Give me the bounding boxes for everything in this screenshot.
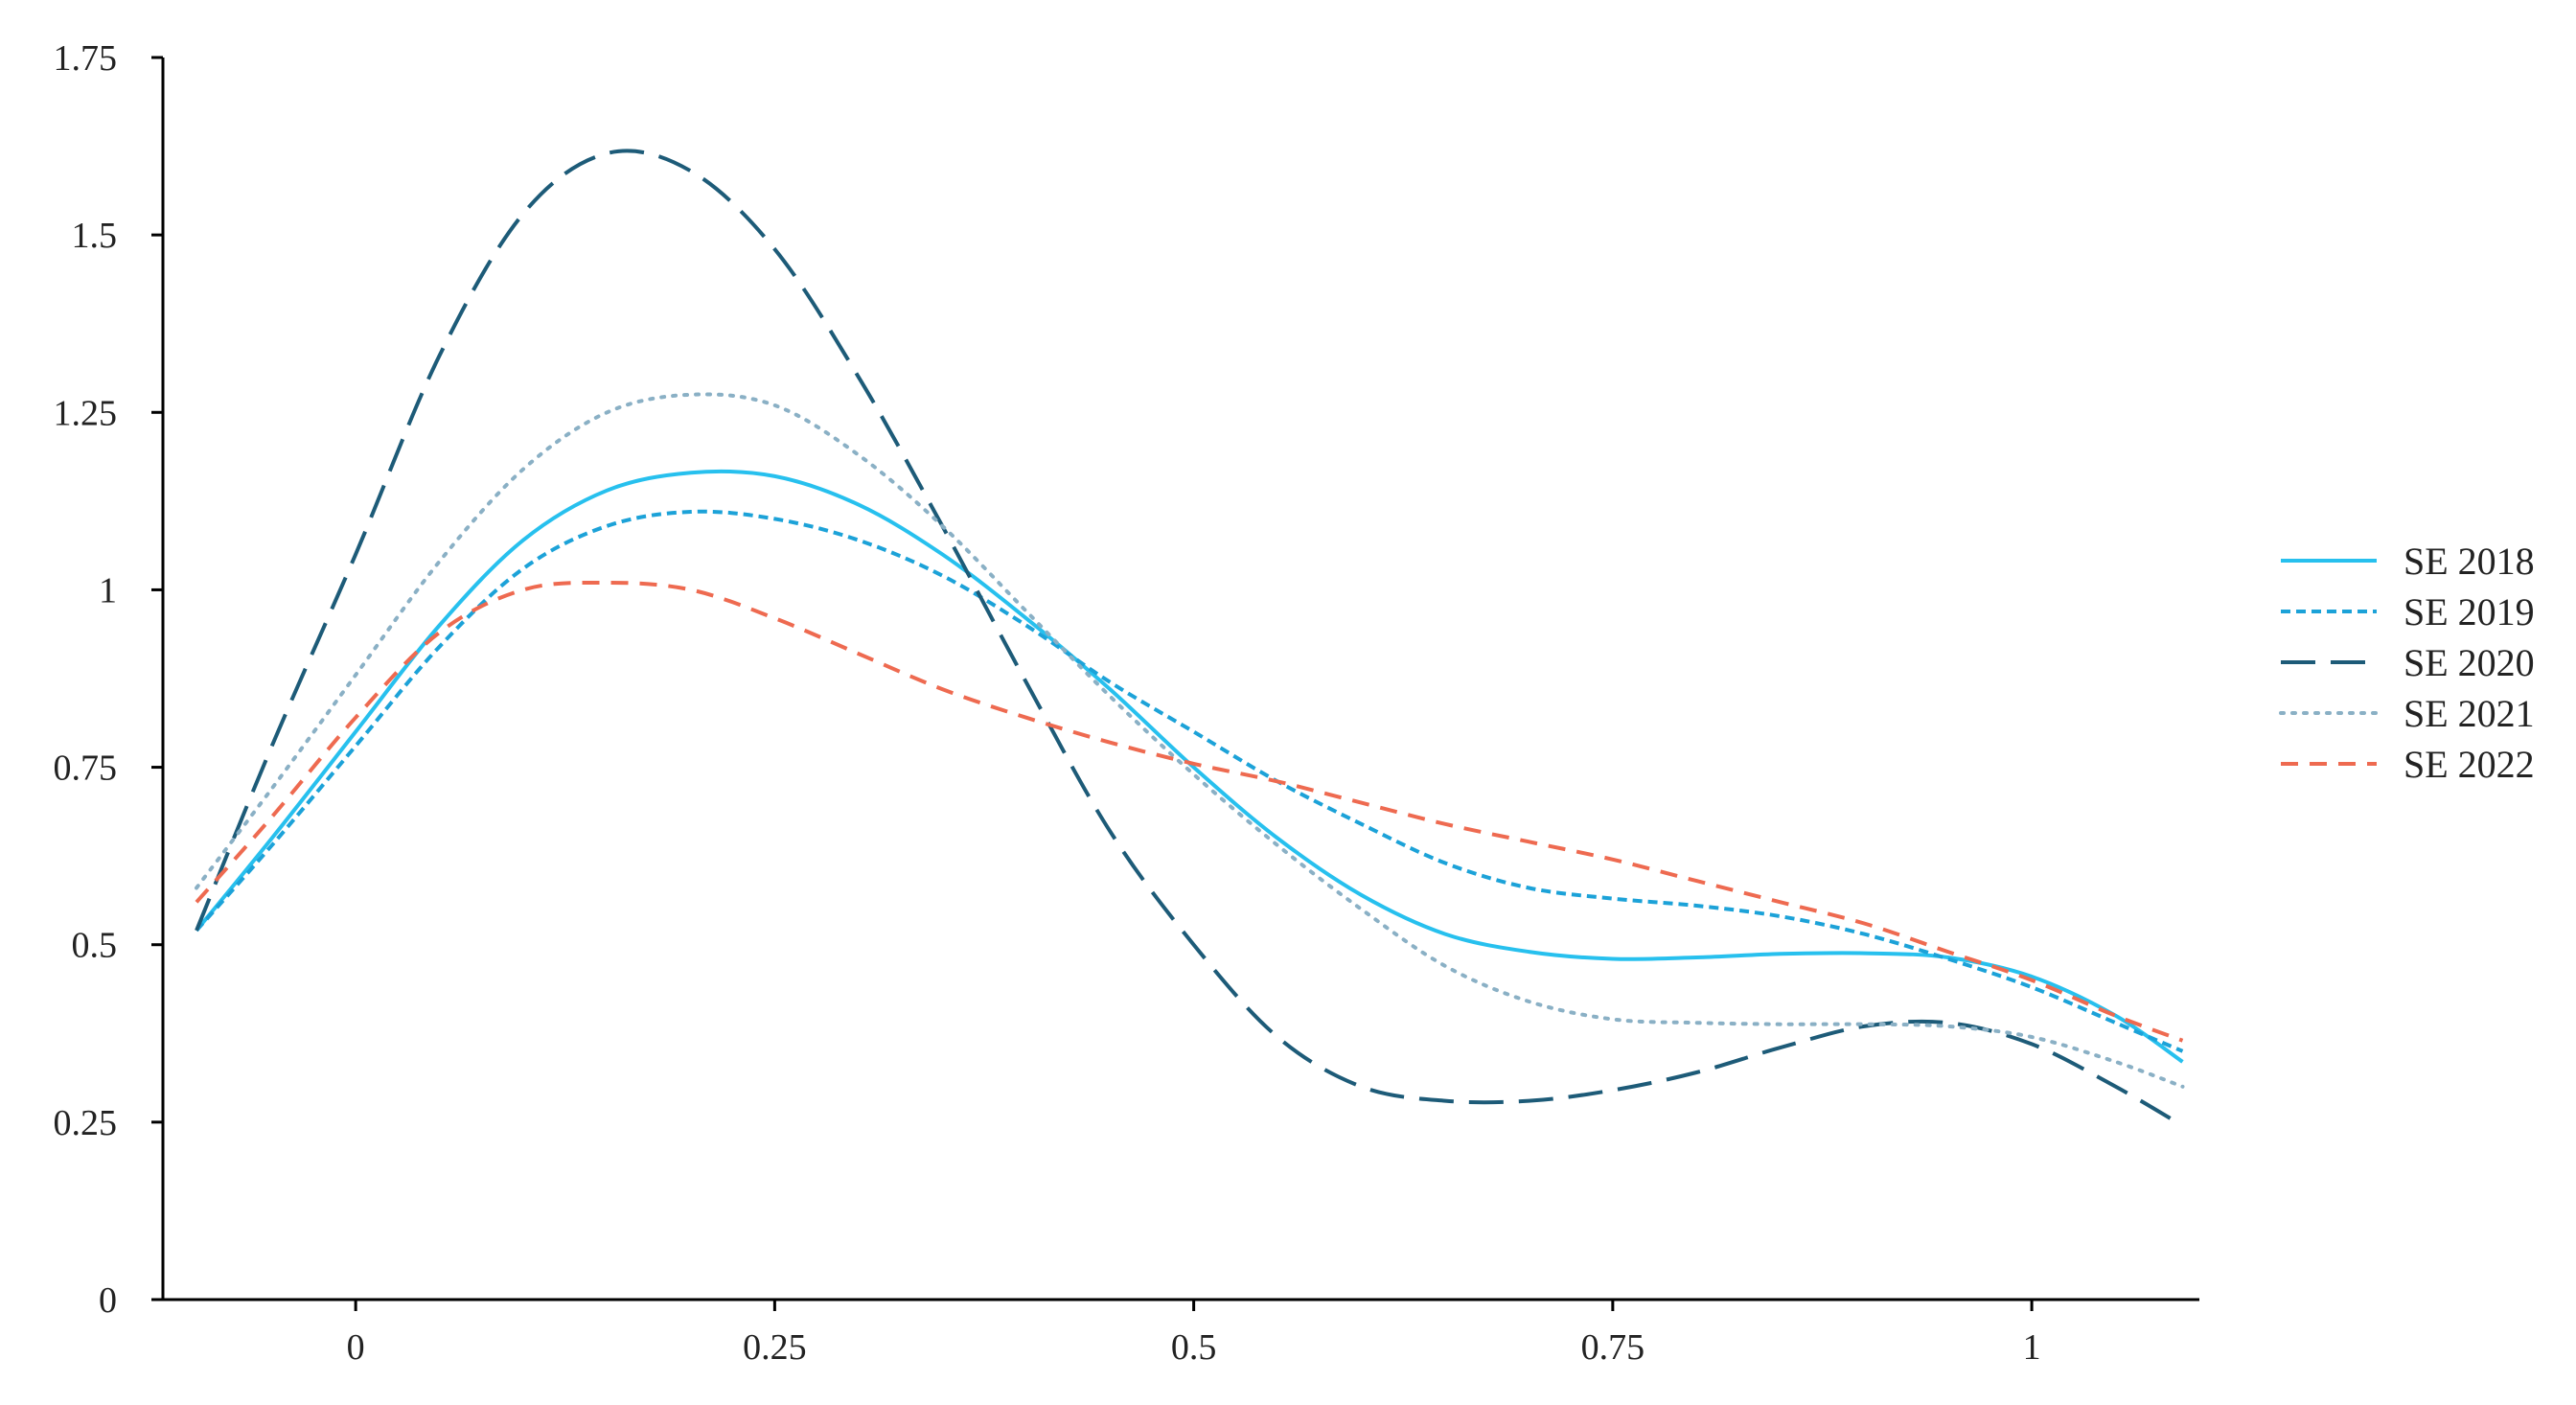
legend-label-se-2019: SE 2019 [2404, 590, 2535, 633]
series-layer [195, 149, 2185, 1128]
legend-label-se-2018: SE 2018 [2404, 540, 2535, 583]
y-tick-label: 0 [99, 1280, 117, 1321]
y-tick-label: 0.25 [54, 1103, 118, 1143]
x-tick-label: 1 [2023, 1327, 2041, 1368]
series-line-se-2022 [195, 580, 2184, 1043]
legend: SE 2018 SE 2019 SE 2020 SE 2021 SE 2022 [2279, 540, 2535, 786]
y-tick-label: 1.75 [54, 38, 118, 79]
y-tick-label: 0.75 [54, 749, 118, 789]
series-line-se-2021 [195, 392, 2185, 1089]
legend-label-se-2022: SE 2022 [2404, 743, 2535, 786]
y-tick-label: 1 [99, 570, 117, 610]
x-tick-label: 0.25 [743, 1327, 807, 1368]
x-tick-label: 0 [347, 1327, 365, 1368]
y-tick-label: 0.5 [72, 926, 118, 966]
y-tick-label: 1.5 [72, 216, 118, 256]
series-line-se-2020 [195, 149, 2184, 1128]
y-tick-label: 1.25 [54, 393, 118, 433]
axes: 0 0.25 0.5 0.75 1 1.25 1.5 1.75 0 0.25 0.5 0.75 1 [54, 38, 2199, 1368]
series-line-se-2019 [195, 509, 2184, 1053]
x-tick-label: 0.75 [1581, 1327, 1645, 1368]
series-line-se-2018 [195, 469, 2184, 1064]
legend-label-se-2021: SE 2021 [2404, 692, 2535, 735]
legend-label-se-2020: SE 2020 [2404, 641, 2535, 684]
x-tick-label: 0.5 [1171, 1327, 1217, 1368]
